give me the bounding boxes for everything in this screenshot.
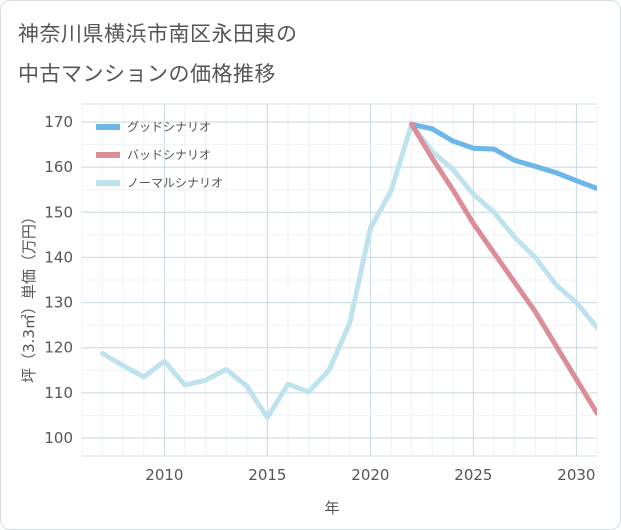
y-tick-labels: 100 110 120 130 140 150 160 170 <box>44 113 73 447</box>
series-line-1 <box>409 121 597 416</box>
legend-label-2: ノーマルシナリオ <box>127 176 223 190</box>
y-tick-label: 100 <box>44 429 73 447</box>
legend-label-0: グッドシナリオ <box>127 120 211 134</box>
chart-title-line-1: 神奈川県横浜市南区永田東の <box>18 22 298 46</box>
series-lines <box>100 121 597 421</box>
x-tick-label: 2010 <box>145 466 183 484</box>
y-tick-label: 130 <box>44 294 73 312</box>
y-tick-label: 150 <box>44 203 73 221</box>
x-tick-label: 2025 <box>454 466 492 484</box>
chart-title-line-2: 中古マンションの価格推移 <box>18 62 276 86</box>
x-tick-label: 2015 <box>248 466 286 484</box>
x-tick-label: 2030 <box>557 466 595 484</box>
grid-lines <box>81 103 598 457</box>
y-tick-label: 160 <box>44 158 73 176</box>
y-tick-label: 120 <box>44 339 73 357</box>
x-tick-labels: 2010 2015 2020 2025 2030 <box>145 466 595 484</box>
x-axis-label: 年 <box>324 499 339 517</box>
legend-label-1: バッドシナリオ <box>127 148 211 162</box>
y-axis-label: 坪（3.3㎡）単価（万円） <box>20 209 38 383</box>
y-tick-label: 110 <box>44 384 73 402</box>
series-line-0 <box>409 121 597 191</box>
x-tick-label: 2020 <box>351 466 389 484</box>
y-tick-label: 140 <box>44 248 73 266</box>
series-line-2 <box>100 121 597 421</box>
y-tick-label: 170 <box>44 113 73 131</box>
